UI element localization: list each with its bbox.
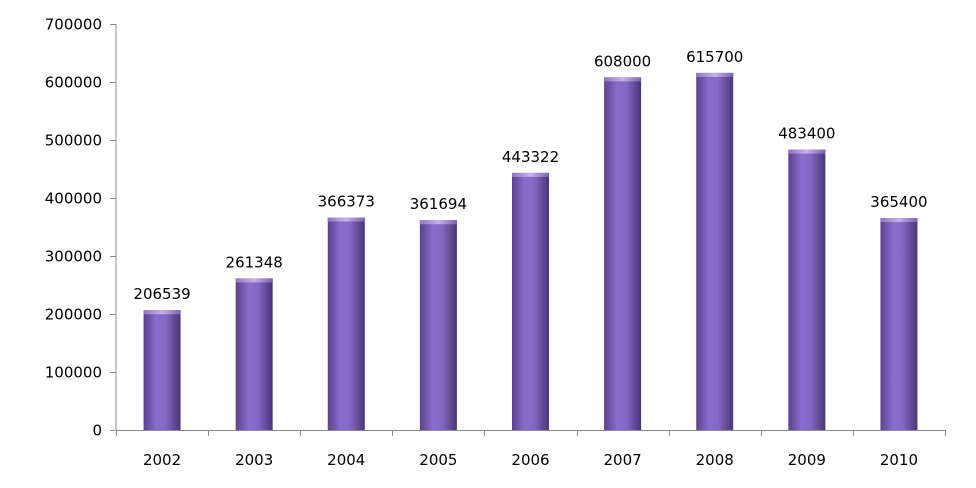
bar-top-highlight [696, 72, 734, 77]
data-labels: 206539 261348 366373 361694 443322 608000 6157… [133, 48, 927, 303]
data-label-2010: 365400 [870, 193, 927, 211]
y-tick-label: 300000 [45, 248, 102, 266]
data-label-2007: 608000 [594, 52, 651, 70]
x-tick-label: 2008 [696, 451, 734, 469]
bar-2004 [327, 217, 365, 430]
x-axis: 2002 2003 2004 2005 2006 2007 2008 2009 2010 [116, 430, 946, 469]
x-tick-label: 2009 [788, 451, 826, 469]
data-label-2003: 261348 [226, 253, 283, 271]
x-tick-label: 2006 [511, 451, 549, 469]
bar-2005 [419, 220, 457, 430]
bar-2002 [143, 310, 181, 430]
data-label-2006: 443322 [502, 148, 559, 166]
y-tick-label: 700000 [45, 16, 102, 34]
y-axis: 0 100000 200000 300000 400000 500000 600000 700… [45, 16, 117, 440]
bar-top-highlight [880, 218, 918, 223]
bar-top-highlight [419, 220, 457, 225]
data-label-2005: 361694 [410, 195, 467, 213]
x-tick-label: 2010 [880, 451, 918, 469]
bar-top-highlight [788, 149, 826, 154]
bar-top-highlight [604, 77, 642, 82]
bar-2010 [880, 218, 918, 430]
bar-2009 [788, 149, 826, 431]
x-tick-label: 2004 [327, 451, 365, 469]
data-label-2002: 206539 [133, 285, 190, 303]
bar-2003 [235, 278, 273, 430]
y-tick-label: 500000 [45, 132, 102, 150]
data-label-2009: 483400 [778, 125, 835, 143]
bar-2007 [604, 77, 642, 431]
bar-2008 [696, 72, 734, 431]
y-tick-label: 0 [92, 422, 102, 440]
data-label-2008: 615700 [686, 48, 743, 66]
x-tick-label: 2002 [143, 451, 181, 469]
x-tick-label: 2003 [235, 451, 273, 469]
y-tick-label: 400000 [45, 190, 102, 208]
x-tick-label: 2005 [419, 451, 457, 469]
x-tick-label: 2007 [604, 451, 642, 469]
bar-top-highlight [327, 217, 365, 222]
bar-top-highlight [143, 310, 181, 315]
y-tick-label: 100000 [45, 364, 102, 382]
bar-top-highlight [512, 172, 549, 177]
bar-2006 [512, 172, 549, 431]
bar-top-highlight [235, 278, 273, 283]
bars [143, 72, 918, 431]
data-label-2004: 366373 [318, 193, 375, 211]
y-tick-label: 200000 [45, 306, 102, 324]
y-tick-label: 600000 [45, 74, 102, 92]
